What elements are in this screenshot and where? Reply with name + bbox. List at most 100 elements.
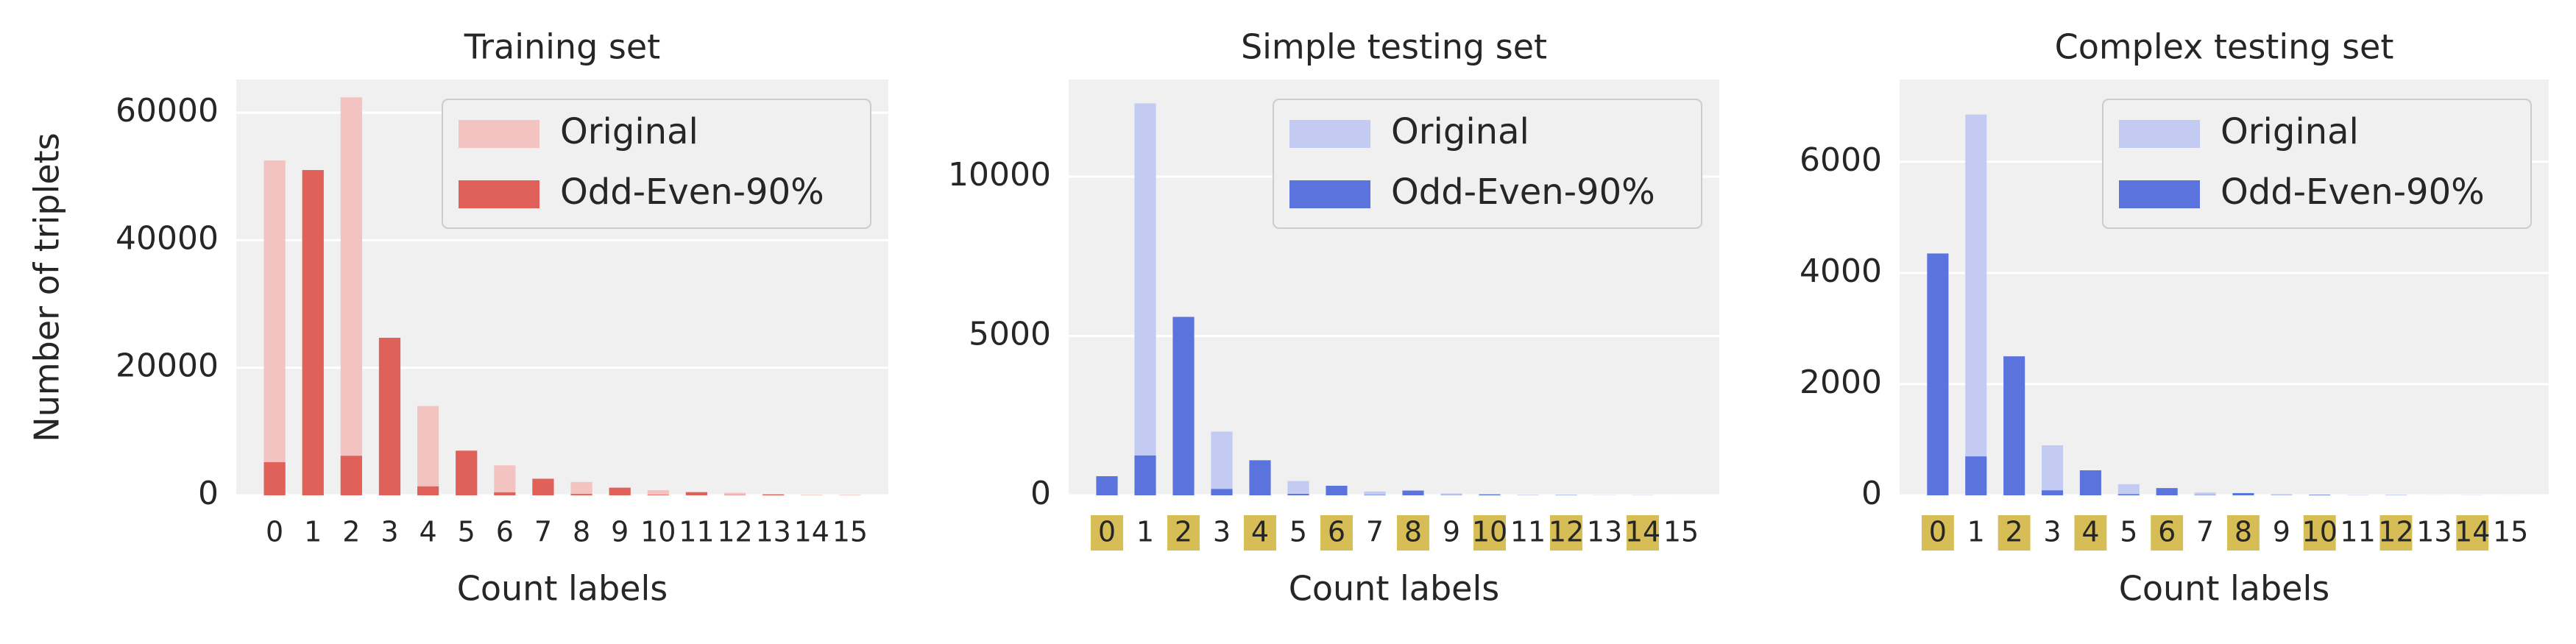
bar [1172,316,1195,495]
bar [340,456,362,495]
x-axis-label: Count labels [457,569,668,609]
x-tick-label: 6 [1328,516,1345,548]
x-tick-label: 10 [2302,516,2338,548]
x-tick-label: 8 [2234,516,2252,548]
y-tick-label: 10000 [948,156,1051,194]
bar [1096,476,1118,495]
legend-label: Odd-Even-90% [1391,171,1655,213]
x-tick-label: 6 [496,516,514,548]
x-tick-label: 8 [1404,516,1422,548]
bar [494,492,516,495]
y-tick-label: 20000 [116,347,219,385]
bar [723,492,746,495]
x-tick-label: 12 [2378,516,2413,548]
y-tick-label: 2000 [1800,364,1882,401]
x-tick-label: 9 [1443,516,1460,548]
legend-swatch [459,120,539,148]
x-tick-label: 7 [1366,516,1384,548]
x-tick-label: 12 [717,516,752,548]
y-axis-label: Number of triplets [27,132,67,442]
bar [1134,455,1156,495]
chart-title: Training set [464,27,660,67]
x-tick-label: 7 [2196,516,2214,548]
chart-title: Simple testing set [1241,27,1547,67]
legend-box [1273,99,1702,229]
x-tick-label: 14 [794,516,829,548]
tick-highlight [1091,515,1123,551]
bar [2117,494,2140,495]
x-tick-label: 5 [2120,516,2137,548]
bar [2079,470,2101,495]
bar [1440,493,1462,495]
tick-highlight [2456,515,2489,551]
bar [494,465,516,495]
x-tick-label: 7 [534,516,552,548]
legend-swatch [2119,180,2200,208]
tick-highlight [1397,515,1429,551]
tick-highlight [1473,515,1506,551]
x-tick-label: 15 [1663,516,1699,548]
tick-highlight [1550,515,1582,551]
legend-label: Original [2221,111,2359,152]
bar [2194,492,2216,495]
bar [1927,253,1949,495]
x-tick-label: 13 [2416,516,2452,548]
bar [1134,103,1156,496]
legend-label: Original [560,111,698,152]
legend-label: Original [1391,111,1529,152]
bar [1326,486,1348,495]
bar [378,337,401,495]
tick-highlight [2151,515,2184,551]
x-tick-label: 11 [2340,516,2375,548]
tick-highlight [1998,515,2031,551]
bar [417,486,439,495]
bar [302,170,324,495]
bar [2042,490,2064,495]
x-axis-label: Count labels [1289,569,1499,609]
x-tick-label: 5 [1289,516,1307,548]
bar [1965,456,1987,495]
legend-label: Odd-Even-90% [560,171,824,213]
y-tick-label: 60000 [116,92,219,130]
x-tick-label: 0 [1929,516,1947,548]
legend-swatch [459,180,539,208]
x-tick-label: 14 [2455,516,2490,548]
x-tick-label: 4 [419,516,436,548]
bar [1402,490,1424,495]
tick-highlight [1244,515,1276,551]
tick-highlight [1320,515,1353,551]
bar [263,160,286,495]
bar [1211,489,1233,495]
x-tick-label: 8 [573,516,590,548]
bar [647,490,669,495]
x-tick-label: 1 [1136,516,1154,548]
bar [340,97,362,496]
x-tick-label: 0 [1098,516,1116,548]
y-tick-label: 5000 [969,316,1051,353]
x-axis-label: Count labels [2119,569,2329,609]
x-tick-label: 4 [1251,516,1269,548]
tick-highlight [1627,515,1659,551]
x-tick-label: 0 [266,516,283,548]
bar [685,492,708,495]
tick-highlight [1921,515,1954,551]
x-tick-label: 12 [1549,516,1584,548]
legend-box [442,99,871,229]
bar [570,481,592,495]
bar [1211,431,1233,495]
bar [609,487,631,495]
x-tick-label: 14 [1625,516,1660,548]
x-tick-label: 13 [1587,516,1622,548]
x-tick-label: 4 [2081,516,2099,548]
x-tick-label: 10 [640,516,676,548]
x-tick-label: 3 [1213,516,1231,548]
bar [2117,484,2140,495]
bar [456,450,478,495]
chart-title: Complex testing set [2055,27,2394,67]
tick-highlight [1167,515,1200,551]
bar [1287,494,1309,495]
x-tick-label: 3 [381,516,398,548]
tick-highlight [2303,515,2336,551]
bar [1364,491,1386,495]
